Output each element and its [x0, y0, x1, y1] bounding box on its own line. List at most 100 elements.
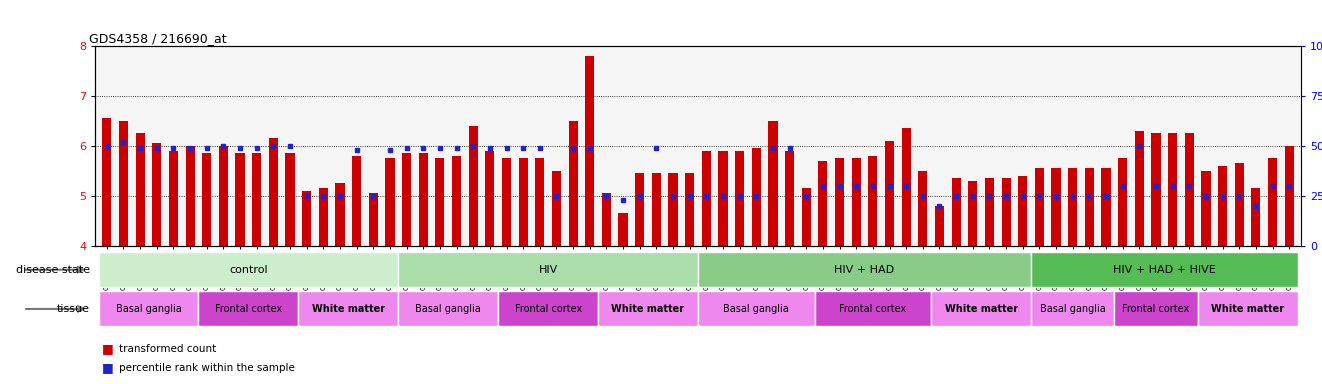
- Bar: [119, 121, 128, 246]
- Bar: [535, 158, 545, 246]
- Bar: [598, 291, 698, 326]
- Text: HIV + HAD: HIV + HAD: [834, 265, 895, 275]
- Bar: [1002, 178, 1011, 246]
- Bar: [1051, 169, 1060, 246]
- Bar: [498, 291, 598, 326]
- Bar: [136, 134, 144, 246]
- Bar: [1151, 134, 1161, 246]
- Bar: [602, 194, 611, 246]
- Bar: [869, 156, 878, 246]
- Text: transformed count: transformed count: [119, 344, 217, 354]
- Bar: [303, 191, 311, 246]
- Bar: [635, 174, 644, 246]
- Bar: [952, 178, 961, 246]
- Bar: [268, 138, 278, 246]
- Bar: [1285, 146, 1294, 246]
- Text: White matter: White matter: [312, 304, 385, 314]
- Bar: [152, 143, 161, 246]
- Bar: [385, 158, 394, 246]
- Bar: [551, 171, 561, 246]
- Text: ■: ■: [102, 342, 114, 355]
- Bar: [1018, 176, 1027, 246]
- Bar: [402, 154, 411, 246]
- Bar: [102, 118, 111, 246]
- Text: Frontal cortex: Frontal cortex: [514, 304, 582, 314]
- Bar: [352, 156, 361, 246]
- Bar: [1118, 158, 1128, 246]
- Bar: [1185, 134, 1194, 246]
- Bar: [1134, 131, 1144, 246]
- Bar: [468, 126, 477, 246]
- Bar: [985, 178, 994, 246]
- Bar: [851, 158, 861, 246]
- Bar: [369, 194, 378, 246]
- Bar: [1235, 164, 1244, 246]
- Bar: [286, 154, 295, 246]
- Bar: [735, 151, 744, 246]
- Text: Basal ganglia: Basal ganglia: [115, 304, 181, 314]
- Bar: [818, 161, 828, 246]
- Bar: [1101, 169, 1110, 246]
- Bar: [568, 121, 578, 246]
- Text: White matter: White matter: [1211, 304, 1284, 314]
- Bar: [685, 174, 694, 246]
- Bar: [398, 291, 498, 326]
- Bar: [1068, 169, 1077, 246]
- Text: Basal ganglia: Basal ganglia: [1040, 304, 1105, 314]
- Text: Frontal cortex: Frontal cortex: [1122, 304, 1190, 314]
- Text: HIV + HAD + HIVE: HIV + HAD + HIVE: [1113, 265, 1216, 275]
- Bar: [586, 56, 595, 246]
- Bar: [1268, 158, 1277, 246]
- Text: percentile rank within the sample: percentile rank within the sample: [119, 363, 295, 373]
- Text: White matter: White matter: [944, 304, 1018, 314]
- Text: control: control: [229, 265, 267, 275]
- Text: Frontal cortex: Frontal cortex: [214, 304, 282, 314]
- Text: HIV: HIV: [538, 265, 558, 275]
- Bar: [768, 121, 777, 246]
- Bar: [1031, 291, 1114, 326]
- Bar: [169, 151, 178, 246]
- Bar: [919, 171, 928, 246]
- Bar: [968, 181, 977, 246]
- Bar: [935, 206, 944, 246]
- Bar: [752, 149, 761, 246]
- Bar: [669, 174, 678, 246]
- Bar: [619, 213, 628, 246]
- Bar: [1252, 188, 1260, 246]
- Bar: [1114, 291, 1198, 326]
- Bar: [398, 252, 698, 287]
- Bar: [99, 291, 198, 326]
- Bar: [336, 184, 345, 246]
- Bar: [884, 141, 894, 246]
- Bar: [785, 151, 795, 246]
- Bar: [99, 252, 398, 287]
- Bar: [502, 158, 512, 246]
- Bar: [1198, 291, 1297, 326]
- Bar: [485, 151, 494, 246]
- Bar: [836, 158, 845, 246]
- Bar: [319, 188, 328, 246]
- Bar: [902, 128, 911, 246]
- Bar: [652, 174, 661, 246]
- Bar: [452, 156, 461, 246]
- Bar: [219, 146, 227, 246]
- Bar: [931, 291, 1031, 326]
- Bar: [1202, 171, 1211, 246]
- Text: tissue: tissue: [57, 304, 90, 314]
- Bar: [718, 151, 727, 246]
- Bar: [202, 154, 212, 246]
- Bar: [185, 146, 194, 246]
- Bar: [814, 291, 931, 326]
- Bar: [1031, 252, 1297, 287]
- Bar: [435, 158, 444, 246]
- Bar: [698, 252, 1031, 287]
- Bar: [698, 291, 814, 326]
- Bar: [419, 154, 428, 246]
- Bar: [702, 151, 711, 246]
- Text: GDS4358 / 216690_at: GDS4358 / 216690_at: [89, 32, 227, 45]
- Text: disease state: disease state: [16, 265, 90, 275]
- Text: Basal ganglia: Basal ganglia: [415, 304, 481, 314]
- Bar: [1218, 166, 1227, 246]
- Bar: [198, 291, 299, 326]
- Bar: [1035, 169, 1044, 246]
